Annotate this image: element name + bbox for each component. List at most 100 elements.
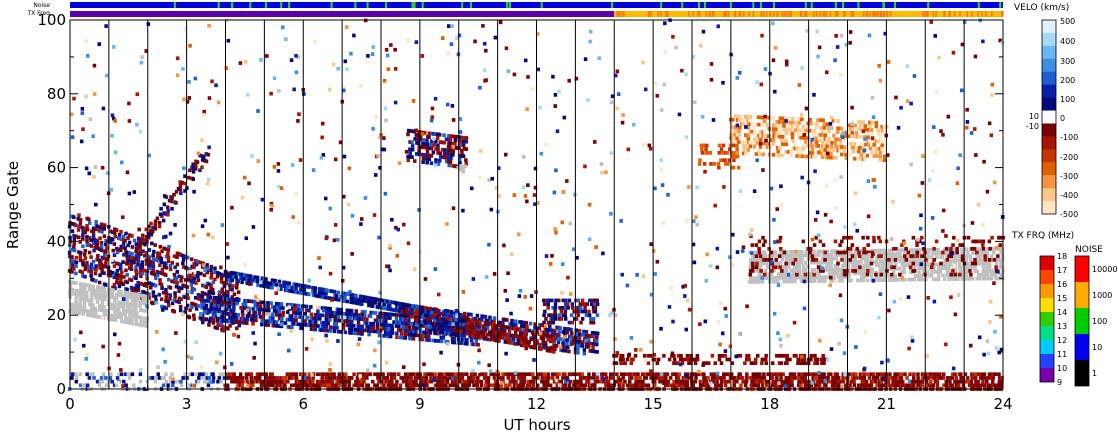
near-range-echo <box>289 376 294 380</box>
txfreq-strip-mark <box>985 11 987 17</box>
positive-band-b <box>335 325 339 330</box>
positive-band-a <box>290 289 294 294</box>
ground-scatter-cell <box>132 310 137 315</box>
positive-band-c <box>452 313 457 318</box>
morning-echo <box>136 284 141 289</box>
positive-band-c <box>580 340 585 345</box>
near-range-echo <box>722 376 726 380</box>
positive-band-b <box>381 322 386 327</box>
evening-light-patch <box>842 148 847 153</box>
near-range-echo <box>493 372 498 377</box>
positive-band-c <box>448 328 452 332</box>
ground-scatter-cell <box>753 257 757 262</box>
evening-light-patch <box>853 149 857 154</box>
positive-band-b <box>255 307 260 312</box>
morning-echo <box>115 246 119 251</box>
positive-band-b <box>414 333 418 338</box>
ground-scatter-cell <box>81 282 86 287</box>
evening-light-patch <box>756 141 760 145</box>
positive-band-b <box>332 329 337 334</box>
ground-scatter-cell <box>112 314 117 319</box>
positive-band-a <box>321 295 326 299</box>
morning-echo <box>147 262 151 267</box>
positive-band-b <box>328 314 333 318</box>
rising-echo <box>150 229 155 234</box>
near-range-echo <box>633 383 638 388</box>
rising-echo <box>157 220 162 225</box>
near-range-echo <box>190 372 195 377</box>
near-range-echo <box>287 376 292 380</box>
evening-light-patch <box>778 120 782 124</box>
txfreq-strip-label: TX Freq <box>26 10 50 17</box>
near-range-echo <box>373 383 377 388</box>
positive-band-b <box>403 332 407 337</box>
near-range-echo <box>130 372 135 377</box>
ground-scatter-cell <box>94 310 98 315</box>
positive-band-c <box>401 302 405 307</box>
ground-scatter-cell <box>823 253 827 257</box>
patch-13h <box>591 320 596 325</box>
ground-scatter-cell <box>799 279 804 284</box>
near-range-echo <box>87 376 92 380</box>
patch-13h <box>553 313 558 318</box>
near-range-echo <box>749 383 754 388</box>
positive-band-b <box>367 332 371 337</box>
near-range-echo <box>638 376 642 380</box>
morning-echo <box>89 262 94 267</box>
near-range-echo <box>604 376 609 380</box>
near-range-echo <box>115 376 120 380</box>
positive-band-a <box>249 274 253 279</box>
evening-light-patch <box>757 137 761 142</box>
near-range-echo <box>237 379 241 384</box>
noise-strip-mark <box>882 2 885 8</box>
evening-light-patch <box>737 118 742 122</box>
positive-band-c <box>588 349 593 353</box>
morning-echo <box>72 241 77 245</box>
upper-patch <box>408 140 412 144</box>
positive-band-b <box>219 304 224 308</box>
rising-echo <box>198 168 202 173</box>
positive-band-c <box>567 349 571 354</box>
near-range-echo <box>586 376 591 380</box>
ground-scatter-cell <box>829 278 833 283</box>
morning-echo <box>125 273 129 277</box>
positive-band-a <box>240 280 244 285</box>
near-range-echo <box>535 383 540 388</box>
near-range-echo <box>693 372 698 377</box>
morning-echo <box>89 273 93 278</box>
positive-band-c <box>539 323 544 327</box>
ground-scatter-cell <box>136 322 141 327</box>
near-range-echo <box>760 357 765 362</box>
txfreq-strip-mark <box>923 11 925 17</box>
morning-echo <box>141 249 145 254</box>
evening-light-patch <box>874 146 879 151</box>
near-range-echo <box>433 372 437 377</box>
near-range-echo <box>835 379 839 384</box>
near-range-echo <box>465 379 469 384</box>
positive-band-b <box>241 302 246 307</box>
ground-scatter-cell <box>80 293 85 298</box>
ground-scatter-cell <box>130 310 134 315</box>
evening-light-patch <box>848 141 853 146</box>
evening-light-patch <box>791 120 795 125</box>
morning-echo <box>176 285 181 290</box>
ground-scatter-cell <box>752 276 757 281</box>
morning-echo <box>216 322 220 327</box>
positive-band-c <box>554 332 559 337</box>
near-range-echo <box>900 379 905 384</box>
morning-echo <box>94 267 98 272</box>
morning-echo <box>202 302 206 307</box>
negative-band <box>497 323 501 328</box>
near-range-echo <box>109 372 113 377</box>
near-range-echo <box>691 357 696 362</box>
near-range-echo <box>398 383 403 388</box>
morning-echo <box>211 321 216 325</box>
near-range-echo <box>305 379 309 384</box>
near-range-echo <box>589 383 593 388</box>
ground-scatter-cell <box>776 253 780 258</box>
near-range-echo <box>679 383 683 388</box>
patch-13h <box>561 313 566 318</box>
evening-light-patch <box>833 137 838 142</box>
near-range-echo <box>730 376 735 380</box>
near-range-echo <box>725 357 729 362</box>
